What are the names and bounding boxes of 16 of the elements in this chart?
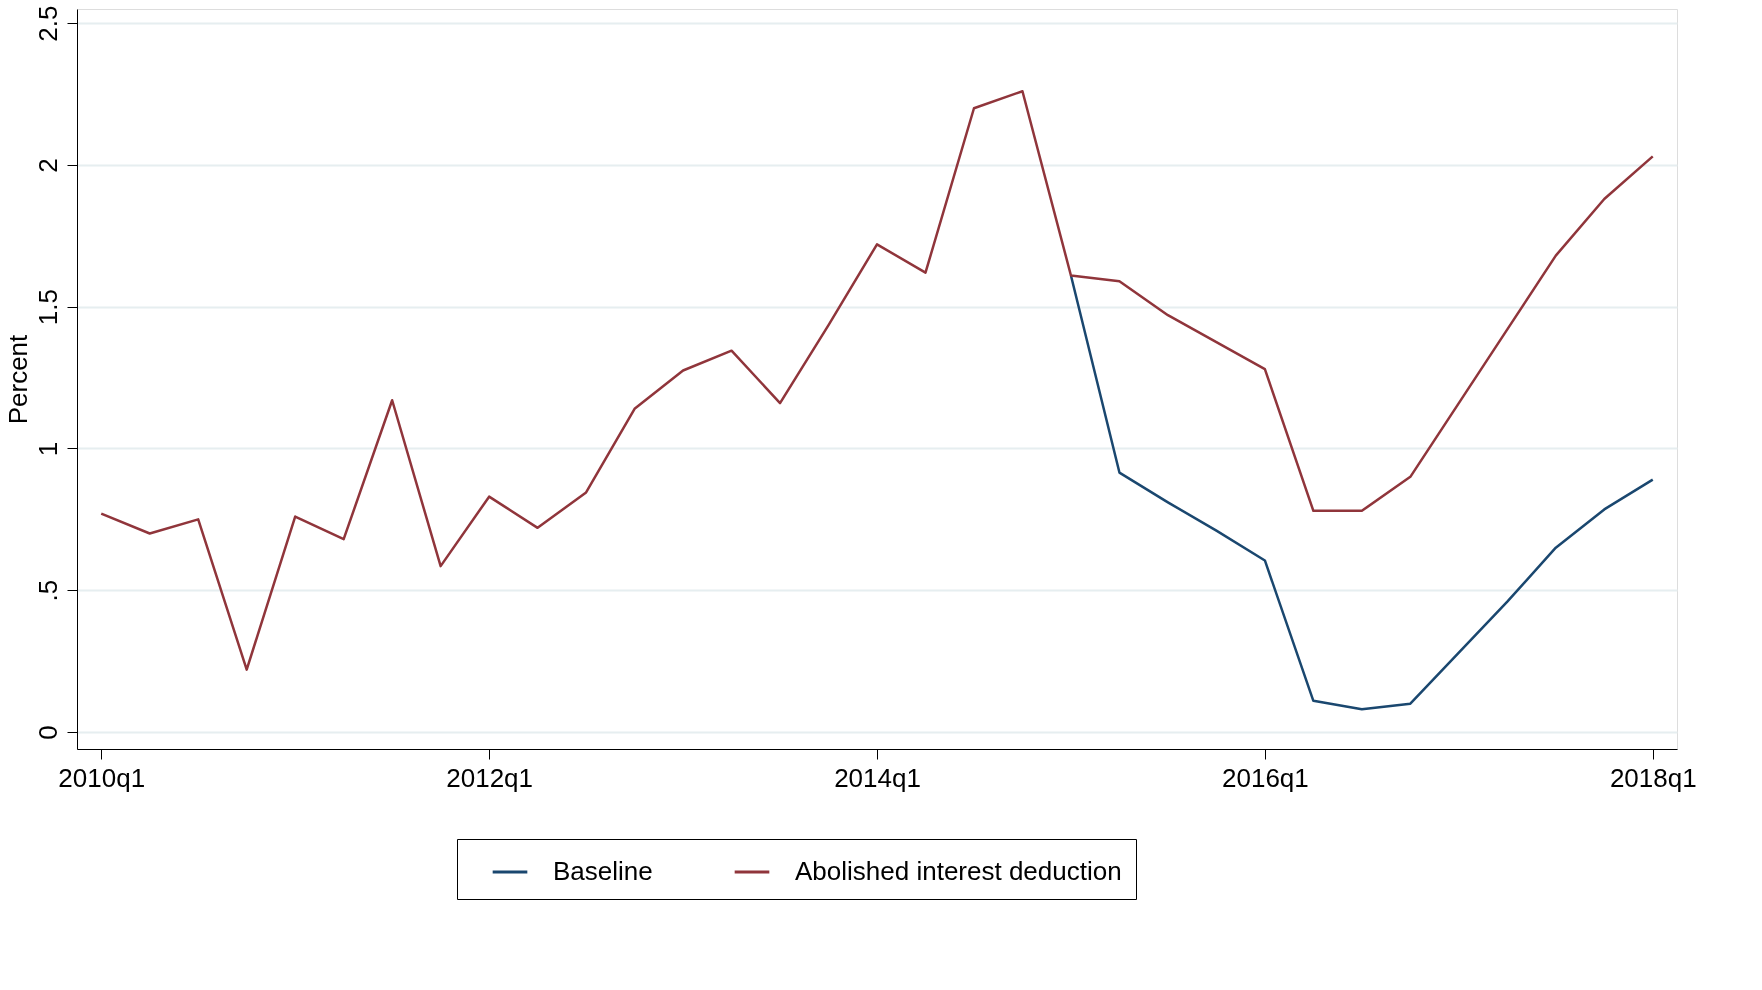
x-tick-label: 2012q1	[446, 762, 533, 793]
x-tick-label: 2014q1	[834, 762, 921, 793]
legend-label: Baseline	[553, 856, 653, 886]
legend-label: Abolished interest deduction	[795, 856, 1122, 886]
x-tick-label: 2010q1	[58, 762, 146, 793]
y-tick-label: 1	[32, 441, 63, 457]
y-tick-label: 0	[32, 725, 63, 740]
x-tick-label: 2016q1	[1222, 762, 1309, 793]
line-series	[99, 89, 1655, 671]
x-tick-label: 2018q1	[1609, 762, 1697, 793]
y-tick-label: 1.5	[32, 289, 63, 326]
y-tick-label: 2	[32, 158, 63, 173]
y-tick-label: 2.5	[32, 5, 63, 42]
line-series	[1069, 274, 1655, 711]
y-axis-title: Percent	[2, 333, 33, 425]
y-tick-label: .5	[32, 579, 63, 602]
